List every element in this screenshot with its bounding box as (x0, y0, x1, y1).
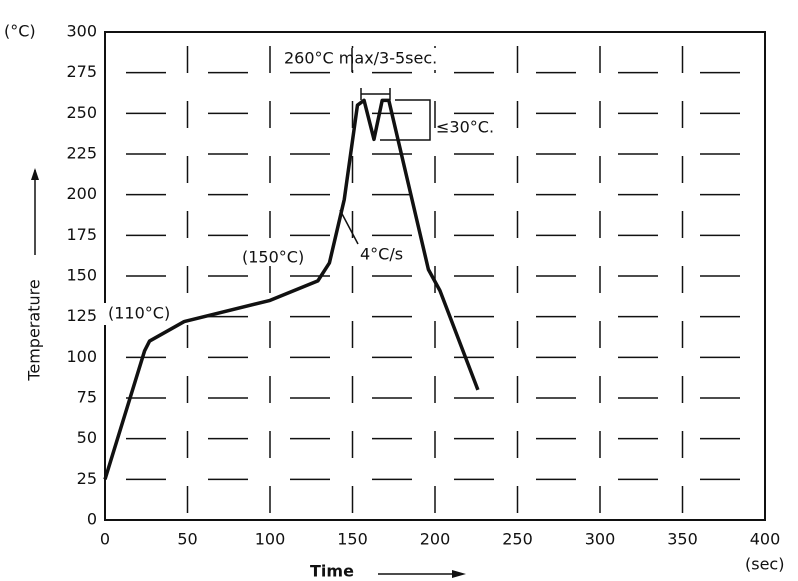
y-tick-label: 25 (77, 469, 97, 488)
y-tick-label: 125 (66, 306, 97, 325)
annotation: 260°C max/3-5sec. (284, 49, 437, 68)
y-tick-label: 275 (66, 62, 97, 81)
annotation: ≤30°C. (436, 118, 494, 137)
x-tick-label: 250 (502, 530, 533, 549)
x-tick-label: 200 (420, 530, 451, 549)
bracket (380, 99, 431, 141)
x-tick-label: 0 (100, 530, 110, 549)
annotation: (150°C) (242, 248, 304, 267)
y-tick-label: 225 (66, 144, 97, 163)
y-tick-label: 50 (77, 428, 97, 447)
y-tick-label: 100 (66, 347, 97, 366)
y-axis-label: Temperature (25, 279, 44, 381)
x-tick-label: 350 (667, 530, 698, 549)
y-tick-label: 0 (87, 510, 97, 529)
y-tick-label: 300 (66, 22, 97, 41)
grid-group (104, 31, 766, 521)
y-arrowhead (31, 168, 39, 180)
label-bg (100, 303, 190, 325)
x-axis-label: Time (310, 562, 354, 581)
x-tick-label: 100 (255, 530, 286, 549)
y-tick-label: 250 (66, 103, 97, 122)
y-tick-label: 150 (66, 266, 97, 285)
leader (339, 209, 359, 245)
y-tick-label: 75 (77, 388, 97, 407)
line (103, 98, 480, 480)
annotation: 4°C/s (360, 245, 403, 264)
y-tick-label: 175 (66, 225, 97, 244)
x-tick-label: 50 (177, 530, 197, 549)
x-arrowhead (452, 570, 466, 578)
x-tick-label: 300 (585, 530, 616, 549)
x-tick-label: 400 (750, 530, 781, 549)
x-unit: (sec) (745, 555, 784, 574)
x-tick-label: 150 (337, 530, 368, 549)
y-unit: (°C) (4, 22, 36, 41)
label-bg (276, 48, 510, 70)
y-tick-label: 200 (66, 184, 97, 203)
annotation: (110°C) (108, 304, 170, 323)
